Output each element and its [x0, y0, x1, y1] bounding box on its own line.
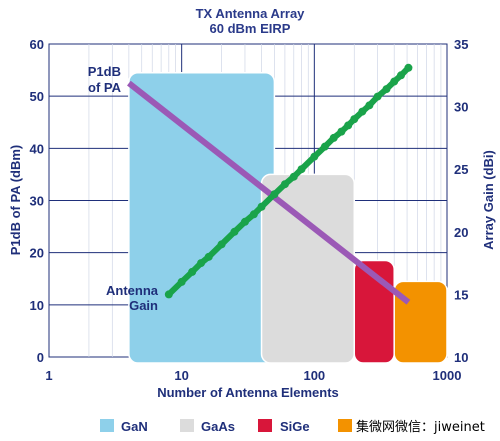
y-tick-label-left: 30 [30, 194, 44, 209]
y-tick-label-right: 15 [454, 287, 468, 302]
legend-swatch-gaas [180, 419, 194, 432]
chart-subtitle: 60 dBm EIRP [210, 21, 291, 36]
tick-layer: 1 10 100 1000 0 10 20 30 40 50 60 10 15 20 25 30 35 [30, 37, 469, 383]
x-tick-label: 1 [45, 368, 52, 383]
legend-swatch-gan [100, 419, 114, 432]
series-point-antenna-gain [230, 227, 239, 236]
region-gaas [260, 173, 356, 364]
chart-title: TX Antenna Array [196, 6, 306, 21]
legend-label-gan: GaN [121, 419, 148, 434]
series-layer [127, 63, 413, 305]
series-point-antenna-gain [365, 101, 374, 110]
series-point-antenna-gain [204, 252, 213, 261]
series-point-antenna-gain [358, 107, 367, 116]
series-point-antenna-gain [197, 259, 206, 268]
series-point-antenna-gain [164, 290, 173, 299]
x-tick-label: 1000 [433, 368, 462, 383]
series-point-antenna-gain [188, 267, 197, 276]
y-tick-label-right: 35 [454, 37, 468, 52]
annotation-antenna-gain-line1: Antenna [106, 283, 159, 298]
annotation-p1db-line1: P1dB [88, 64, 121, 79]
series-point-antenna-gain [289, 172, 298, 181]
x-tick-label: 10 [174, 368, 188, 383]
series-point-antenna-gain [240, 217, 249, 226]
annotation-antenna-gain: Antenna Gain [106, 283, 159, 313]
watermark-text: 集微网微信：jiweinet [356, 419, 485, 435]
series-point-antenna-gain [217, 240, 226, 249]
series-point-antenna-gain [396, 71, 405, 80]
annotation-p1db-line2: of PA [88, 80, 122, 95]
series-point-antenna-gain [249, 210, 258, 219]
y-axis-label-right: Array Gain (dBi) [481, 150, 496, 250]
annotation-p1db: P1dB of PA [88, 64, 122, 95]
y-tick-label-left: 0 [37, 350, 44, 365]
series-point-antenna-gain [310, 152, 319, 161]
y-axis-label-left: P1dB of PA (dBm) [8, 145, 23, 256]
legend-swatch-orange [338, 419, 352, 432]
series-point-antenna-gain [280, 180, 289, 189]
series-point-antenna-gain [320, 142, 329, 151]
y-tick-label-left: 50 [30, 89, 44, 104]
y-tick-label-left: 10 [30, 298, 44, 313]
series-line-p1db-of-pa [127, 80, 411, 305]
annotation-antenna-gain-line2: Gain [129, 298, 158, 313]
y-tick-label-left: 60 [30, 37, 44, 52]
series-point-antenna-gain [297, 165, 306, 174]
x-axis-label: Number of Antenna Elements [157, 385, 339, 400]
y-tick-label-right: 25 [454, 162, 468, 177]
legend-label-sige: SiGe [280, 419, 310, 434]
series-point-antenna-gain [390, 77, 399, 86]
y-tick-label-left: 20 [30, 246, 44, 261]
series-point-antenna-gain [373, 92, 382, 101]
y-tick-label-right: 10 [454, 350, 468, 365]
legend-swatch-sige [258, 419, 272, 432]
series-point-antenna-gain [329, 133, 338, 142]
series-point-antenna-gain [270, 190, 279, 199]
legend-label-gaas: GaAs [201, 419, 235, 434]
y-tick-label-right: 20 [454, 225, 468, 240]
series-point-antenna-gain [382, 85, 391, 94]
series-point-antenna-gain [344, 121, 353, 130]
x-tick-label: 100 [303, 368, 325, 383]
series-point-antenna-gain [404, 63, 413, 72]
series-point-antenna-gain [257, 202, 266, 211]
series-point-antenna-gain [337, 127, 346, 136]
legend: GaN GaAs SiGe 集微网微信：jiweinet [100, 419, 485, 435]
y-tick-label-right: 30 [454, 100, 468, 115]
series-point-antenna-gain [350, 115, 359, 124]
y-tick-label-left: 40 [30, 141, 44, 156]
series-point-antenna-gain [177, 277, 186, 286]
